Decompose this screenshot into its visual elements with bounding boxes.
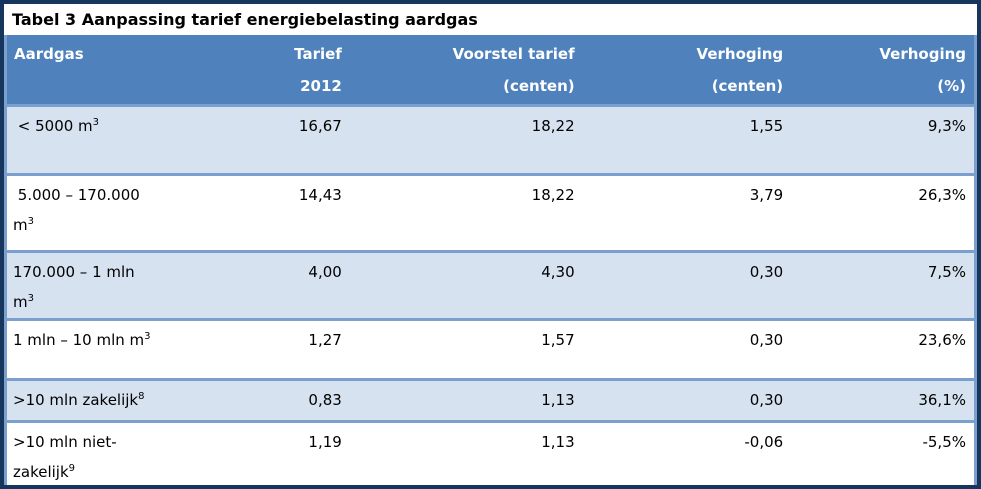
footnote-ref-9: 9 bbox=[68, 463, 76, 474]
header-line: Voorstel tarief bbox=[452, 45, 575, 63]
header-line: (%) bbox=[937, 77, 966, 95]
table-row: 1 mln – 10 mln m3 1,27 1,57 0,30 23,6% bbox=[5, 319, 976, 380]
table-row: 5.000 – 170.000 m3 14,43 18,22 3,79 26,3… bbox=[5, 174, 976, 252]
header-line: (centen) bbox=[503, 77, 575, 95]
cell-verhoging-centen: 1,55 bbox=[582, 105, 792, 175]
cell-verhoging-centen: 0,30 bbox=[582, 251, 792, 320]
table-body: < 5000 m3 16,67 18,22 1,55 9,3% 5.000 – … bbox=[5, 105, 976, 486]
cell-category: < 5000 m3 bbox=[5, 105, 210, 175]
cell-voorstel-tarief: 1,57 bbox=[541, 331, 575, 349]
header-verhoging-pct: Verhoging (%) bbox=[791, 35, 976, 106]
cell-verhoging-pct: 9,3% bbox=[791, 105, 976, 175]
cell-verhoging-pct: 36,1% bbox=[791, 379, 976, 422]
cell-category: >10 mln niet- zakelijk9 bbox=[6, 422, 210, 486]
category-line: 170.000 – 1 mln bbox=[13, 263, 135, 281]
cell-category: 5.000 – 170.000 m3 bbox=[6, 175, 210, 252]
category-line: zakelijk9 bbox=[13, 463, 76, 481]
cell-tarief-2012: 1,19 bbox=[308, 433, 342, 451]
table-header: Aardgas Tarief 2012 Voorstel tarief (cen… bbox=[5, 35, 976, 106]
footnote-ref-8: 8 bbox=[138, 391, 145, 402]
cell-verhoging-pct: -5,5% bbox=[922, 433, 966, 451]
table-row: 170.000 – 1 mln m3 4,00 4,30 0,30 7,5% bbox=[5, 251, 976, 320]
table-title: Tabel 3 Aanpassing tarief energiebelasti… bbox=[12, 10, 478, 29]
category-line: < 5000 m3 bbox=[13, 117, 100, 135]
header-voorstel-tarief: Voorstel tarief (centen) bbox=[349, 35, 583, 106]
energy-tax-table: Aardgas Tarief 2012 Voorstel tarief (cen… bbox=[4, 35, 977, 486]
category-line: >10 mln zakelijk8 bbox=[13, 391, 145, 409]
header-line: 2012 bbox=[300, 77, 342, 95]
category-line: 1 mln – 10 mln m3 bbox=[13, 331, 151, 349]
cell-verhoging-pct: 7,5% bbox=[791, 251, 976, 320]
cell-category: 1 mln – 10 mln m3 bbox=[6, 320, 210, 380]
cell-tarief-2012: 4,00 bbox=[209, 251, 350, 320]
table-row: < 5000 m3 16,67 18,22 1,55 9,3% bbox=[5, 105, 976, 175]
table-row: >10 mln zakelijk8 0,83 1,13 0,30 36,1% bbox=[5, 379, 976, 422]
header-tarief-2012: Tarief 2012 bbox=[209, 35, 350, 106]
cell-verhoging-centen: 3,79 bbox=[749, 186, 784, 204]
superscript: 3 bbox=[27, 293, 34, 304]
cell-voorstel-tarief: 18,22 bbox=[531, 186, 575, 204]
cell-tarief-2012: 1,27 bbox=[308, 331, 342, 349]
superscript: 3 bbox=[92, 117, 100, 128]
cell-tarief-2012: 16,67 bbox=[209, 105, 350, 175]
cell-category: >10 mln zakelijk8 bbox=[5, 379, 210, 422]
header-verhoging-centen: Verhoging (centen) bbox=[582, 35, 792, 106]
header-line: (centen) bbox=[711, 77, 784, 95]
cell-voorstel-tarief: 18,22 bbox=[349, 105, 583, 175]
superscript: 3 bbox=[144, 331, 151, 342]
cell-verhoging-pct: 26,3% bbox=[918, 186, 966, 204]
cell-voorstel-tarief: 1,13 bbox=[349, 379, 583, 422]
category-line: m3 bbox=[13, 293, 34, 311]
header-line: Verhoging bbox=[879, 45, 966, 63]
cell-voorstel-tarief: 4,30 bbox=[349, 251, 583, 320]
header-line: Tarief bbox=[294, 45, 342, 63]
header-aardgas: Aardgas bbox=[5, 35, 210, 106]
category-line: 5.000 – 170.000 bbox=[13, 186, 140, 204]
superscript: 3 bbox=[27, 216, 34, 227]
header-line: Verhoging bbox=[696, 45, 784, 63]
cell-verhoging-pct: 23,6% bbox=[918, 331, 966, 349]
cell-category: 170.000 – 1 mln m3 bbox=[5, 251, 210, 320]
header-row: Aardgas Tarief 2012 Voorstel tarief (cen… bbox=[5, 35, 976, 106]
category-line: m3 bbox=[13, 216, 34, 234]
cell-verhoging-centen: 0,30 bbox=[749, 331, 784, 349]
category-line: >10 mln niet- bbox=[13, 433, 117, 451]
header-line: Aardgas bbox=[14, 45, 84, 63]
cell-tarief-2012: 0,83 bbox=[209, 379, 350, 422]
cell-tarief-2012: 14,43 bbox=[298, 186, 342, 204]
table-row: >10 mln niet- zakelijk9 1,19 1,13 -0,06 … bbox=[5, 421, 976, 486]
cell-verhoging-centen: -0,06 bbox=[744, 433, 784, 451]
cell-voorstel-tarief: 1,13 bbox=[541, 433, 575, 451]
cell-verhoging-centen: 0,30 bbox=[582, 379, 792, 422]
